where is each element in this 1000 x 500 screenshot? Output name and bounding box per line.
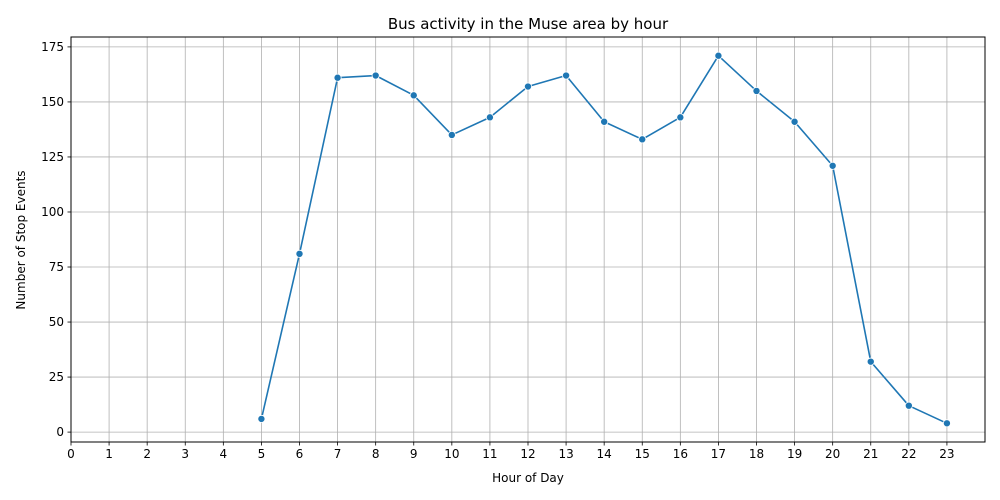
x-tick-label: 19 (787, 447, 802, 461)
x-tick-label: 16 (673, 447, 688, 461)
data-point (295, 249, 304, 258)
x-tick-label: 7 (334, 447, 342, 461)
data-point (676, 113, 685, 122)
data-point (714, 51, 723, 60)
data-point (524, 82, 533, 91)
series (257, 51, 951, 428)
data-point (828, 161, 837, 170)
x-tick-label: 17 (711, 447, 726, 461)
x-tick-label: 14 (597, 447, 612, 461)
x-tick-label: 20 (825, 447, 840, 461)
y-tick-label: 150 (41, 95, 64, 109)
x-tick-label: 4 (220, 447, 228, 461)
data-point (333, 73, 342, 82)
x-tick-label: 9 (410, 447, 418, 461)
data-point (371, 71, 380, 80)
data-point (790, 117, 799, 126)
y-tick-label: 100 (41, 205, 64, 219)
x-tick-label: 21 (863, 447, 878, 461)
y-tick-label: 25 (49, 370, 64, 384)
x-tick-label: 3 (181, 447, 189, 461)
x-tick-label: 8 (372, 447, 380, 461)
y-tick-label: 0 (56, 425, 64, 439)
y-axis-title: Number of Stop Events (14, 170, 28, 309)
x-tick-label: 13 (558, 447, 573, 461)
data-point (562, 71, 571, 80)
data-point (638, 135, 647, 144)
data-point (904, 401, 913, 410)
data-point (485, 113, 494, 122)
data-point (600, 117, 609, 126)
y-tick-label: 175 (41, 40, 64, 54)
data-point (752, 86, 761, 95)
grid (70, 37, 985, 442)
x-tick-label: 15 (635, 447, 650, 461)
x-tick-label: 11 (482, 447, 497, 461)
x-tick-label: 2 (143, 447, 151, 461)
y-tick-label: 125 (41, 150, 64, 164)
x-axis-title: Hour of Day (492, 471, 564, 485)
x-tick-label: 22 (901, 447, 916, 461)
x-tick-label: 5 (258, 447, 266, 461)
x-tick-label: 6 (296, 447, 304, 461)
x-tick-label: 1 (105, 447, 113, 461)
x-axis-ticks: 0 1 2 3 4 5 6 7 8 9 10 11 12 13 14 15 16 17 18 19 20 21 22 23 (67, 442, 955, 461)
x-tick-label: 0 (67, 447, 75, 461)
data-point (866, 357, 875, 366)
y-axis-ticks: 0 25 50 75 100 125 150 175 (41, 40, 71, 439)
x-tick-label: 23 (939, 447, 954, 461)
chart-title: Bus activity in the Muse area by hour (388, 15, 669, 33)
data-point (447, 130, 456, 139)
x-tick-label: 18 (749, 447, 764, 461)
data-point (257, 414, 266, 423)
y-tick-label: 50 (49, 315, 64, 329)
data-point (942, 419, 951, 428)
x-tick-label: 10 (444, 447, 459, 461)
y-tick-label: 75 (49, 260, 64, 274)
data-point (409, 91, 418, 100)
x-tick-label: 12 (520, 447, 535, 461)
